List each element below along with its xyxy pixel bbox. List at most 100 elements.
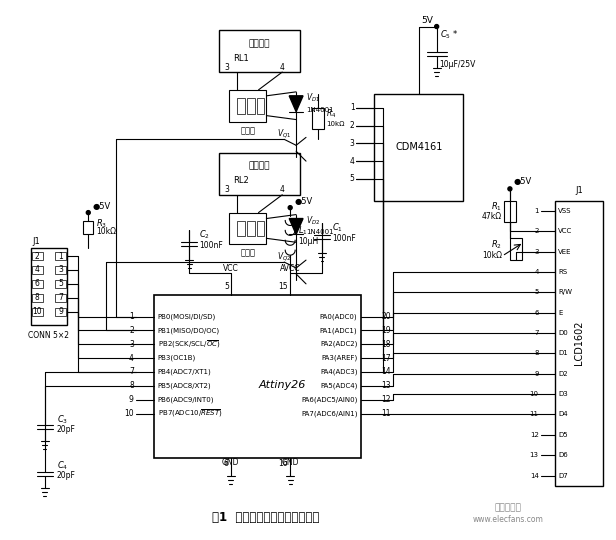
Text: 5V: 5V (421, 16, 432, 25)
Bar (153, 295, 362, 458)
Bar (229, 90, 267, 122)
Text: 5: 5 (350, 174, 355, 184)
Text: 3: 3 (224, 185, 229, 194)
Text: PB7(ADC10/$\overline{REST}$): PB7(ADC10/$\overline{REST}$) (158, 408, 222, 420)
Bar (55, 252, 65, 260)
Text: ●5V: ●5V (514, 178, 532, 186)
Text: D0: D0 (558, 330, 568, 336)
Text: PB0(MOSI/DI/SD): PB0(MOSI/DI/SD) (158, 313, 216, 320)
Text: $C_5$ *: $C_5$ * (440, 28, 458, 40)
Text: 13: 13 (381, 381, 391, 390)
Bar (246, 98, 254, 113)
Text: 告警设备: 告警设备 (249, 161, 270, 171)
Bar (246, 220, 254, 237)
Text: 10μF/25V: 10μF/25V (440, 59, 476, 69)
Text: CONN 5×2: CONN 5×2 (28, 331, 69, 340)
Circle shape (435, 24, 439, 29)
Text: 3: 3 (129, 340, 134, 349)
Bar (219, 153, 300, 195)
Bar (55, 308, 65, 315)
Text: 继电器: 继电器 (240, 126, 255, 135)
Text: 6: 6 (34, 279, 39, 288)
Text: $V_{D1}$: $V_{D1}$ (306, 92, 320, 104)
Text: 100nF: 100nF (199, 241, 223, 250)
Polygon shape (289, 96, 303, 112)
Text: 1N4001: 1N4001 (306, 230, 334, 235)
Text: PB2(SCK/SCL/$\overline{OC}$): PB2(SCK/SCL/$\overline{OC}$) (158, 339, 220, 350)
Text: RL2: RL2 (233, 177, 248, 185)
Text: 10kΩ: 10kΩ (96, 227, 116, 236)
Text: 3: 3 (350, 139, 355, 148)
Text: R/W: R/W (558, 289, 572, 295)
Text: PA5(ADC4): PA5(ADC4) (320, 382, 357, 389)
Bar (504, 201, 516, 222)
Text: 继电器: 继电器 (240, 249, 255, 258)
Bar (229, 213, 267, 244)
Text: VEE: VEE (558, 248, 572, 255)
Text: J1: J1 (33, 237, 41, 246)
Text: 12: 12 (530, 432, 538, 438)
Text: PB4(ADC7/XT1): PB4(ADC7/XT1) (158, 369, 211, 375)
Text: 4: 4 (350, 157, 355, 166)
Text: 15: 15 (278, 282, 288, 291)
Text: 14: 14 (381, 367, 391, 376)
Text: 6: 6 (534, 310, 538, 316)
Bar (31, 248, 67, 326)
Text: 7: 7 (58, 293, 63, 302)
Text: PB5(ADC8/XT2): PB5(ADC8/XT2) (158, 382, 211, 389)
Text: $C_2$: $C_2$ (199, 228, 210, 241)
Text: 11: 11 (381, 409, 391, 418)
Text: 10μH: 10μH (298, 237, 318, 246)
Text: PA2(ADC2): PA2(ADC2) (320, 341, 357, 347)
Text: D6: D6 (558, 452, 568, 458)
Text: 10: 10 (124, 409, 134, 418)
Text: 20pF: 20pF (57, 425, 76, 434)
Text: 12: 12 (381, 395, 391, 404)
Text: 8: 8 (534, 350, 538, 356)
Text: 14: 14 (530, 472, 538, 478)
Text: 5: 5 (58, 279, 63, 288)
Text: $L_1$: $L_1$ (298, 224, 308, 237)
Text: $C_4$: $C_4$ (57, 460, 68, 472)
Polygon shape (289, 219, 303, 234)
Text: PA1(ADC1): PA1(ADC1) (320, 327, 357, 334)
Text: 9: 9 (58, 307, 63, 316)
Text: 9: 9 (129, 395, 134, 404)
Text: $R_3$: $R_3$ (96, 217, 107, 230)
Text: 16: 16 (278, 460, 288, 469)
Text: 9: 9 (534, 371, 538, 377)
Text: PA0(ADC0): PA0(ADC0) (320, 313, 357, 320)
Text: 8: 8 (129, 381, 134, 390)
Text: 电子发烧友: 电子发烧友 (495, 503, 521, 512)
Text: RL1: RL1 (233, 53, 248, 63)
Bar (83, 220, 93, 234)
Bar (32, 308, 43, 315)
Text: 10kΩ: 10kΩ (482, 251, 502, 260)
Text: 2: 2 (34, 252, 39, 261)
Text: AVCC: AVCC (280, 264, 301, 273)
Text: 7: 7 (129, 367, 134, 376)
Text: 5: 5 (534, 289, 538, 295)
Text: 17: 17 (381, 354, 391, 362)
Bar (55, 266, 65, 274)
Bar (32, 252, 43, 260)
Text: CDM4161: CDM4161 (395, 142, 442, 152)
Text: VCC: VCC (558, 228, 573, 234)
Text: 7: 7 (534, 330, 538, 336)
Bar (219, 30, 300, 72)
Text: 1: 1 (350, 103, 355, 112)
Text: PA6(ADC5/AIN0): PA6(ADC5/AIN0) (301, 396, 357, 403)
Bar (237, 98, 245, 113)
Text: D5: D5 (558, 432, 568, 438)
Text: 2: 2 (350, 121, 355, 130)
Text: 11: 11 (530, 411, 538, 417)
Text: $V_{Q2}$: $V_{Q2}$ (277, 249, 291, 262)
Bar (256, 220, 264, 237)
Text: ●5V: ●5V (294, 197, 312, 206)
Text: PA3(AREF): PA3(AREF) (321, 355, 357, 361)
Text: 10: 10 (32, 307, 42, 316)
Circle shape (508, 187, 512, 191)
Text: GND: GND (282, 458, 299, 468)
Text: 4: 4 (534, 269, 538, 275)
Text: 20: 20 (381, 312, 391, 321)
